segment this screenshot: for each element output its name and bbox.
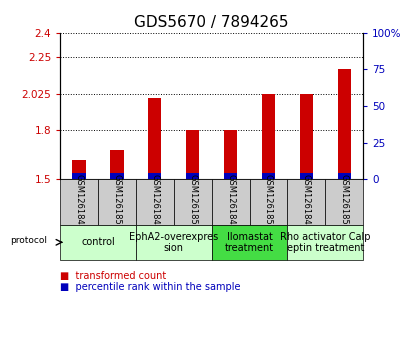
Bar — [73, 160, 86, 179]
Bar — [325, 179, 363, 225]
Text: GSM1261849: GSM1261849 — [226, 174, 235, 230]
Bar — [224, 174, 237, 179]
Bar — [60, 225, 136, 260]
Text: GSM1261850: GSM1261850 — [340, 174, 349, 230]
Bar — [136, 225, 212, 260]
Bar — [148, 98, 161, 179]
Bar — [98, 179, 136, 225]
Bar — [287, 225, 363, 260]
Bar — [110, 174, 124, 179]
Text: GSM1261848: GSM1261848 — [150, 174, 159, 230]
Bar — [300, 174, 313, 179]
Text: EphA2-overexpres
sion: EphA2-overexpres sion — [129, 232, 218, 253]
Bar — [136, 179, 174, 225]
Text: GSM1261846: GSM1261846 — [302, 174, 311, 230]
Text: GSM1261851: GSM1261851 — [112, 174, 122, 230]
Text: protocol: protocol — [10, 236, 47, 245]
Bar — [224, 130, 237, 179]
Text: ■  transformed count: ■ transformed count — [60, 271, 166, 281]
Bar — [212, 179, 249, 225]
Bar — [249, 179, 287, 225]
Bar — [262, 174, 275, 179]
Bar — [110, 150, 124, 179]
Bar — [186, 130, 199, 179]
Bar — [73, 174, 86, 179]
Bar — [262, 94, 275, 179]
Text: Rho activator Calp
eptin treatment: Rho activator Calp eptin treatment — [280, 232, 371, 253]
Text: control: control — [81, 237, 115, 247]
Text: Ilomastat
treatment: Ilomastat treatment — [225, 232, 274, 253]
Text: GSM1261853: GSM1261853 — [264, 174, 273, 230]
Text: GSM1261847: GSM1261847 — [75, 174, 83, 230]
Bar — [300, 94, 313, 179]
Bar — [337, 174, 351, 179]
Text: GSM1261852: GSM1261852 — [188, 174, 197, 230]
Bar — [212, 225, 287, 260]
Bar — [287, 179, 325, 225]
Bar — [174, 179, 212, 225]
Bar — [148, 174, 161, 179]
Bar — [186, 174, 199, 179]
Text: ■  percentile rank within the sample: ■ percentile rank within the sample — [60, 282, 241, 292]
Title: GDS5670 / 7894265: GDS5670 / 7894265 — [134, 15, 289, 30]
Bar — [337, 69, 351, 179]
Bar — [60, 179, 98, 225]
